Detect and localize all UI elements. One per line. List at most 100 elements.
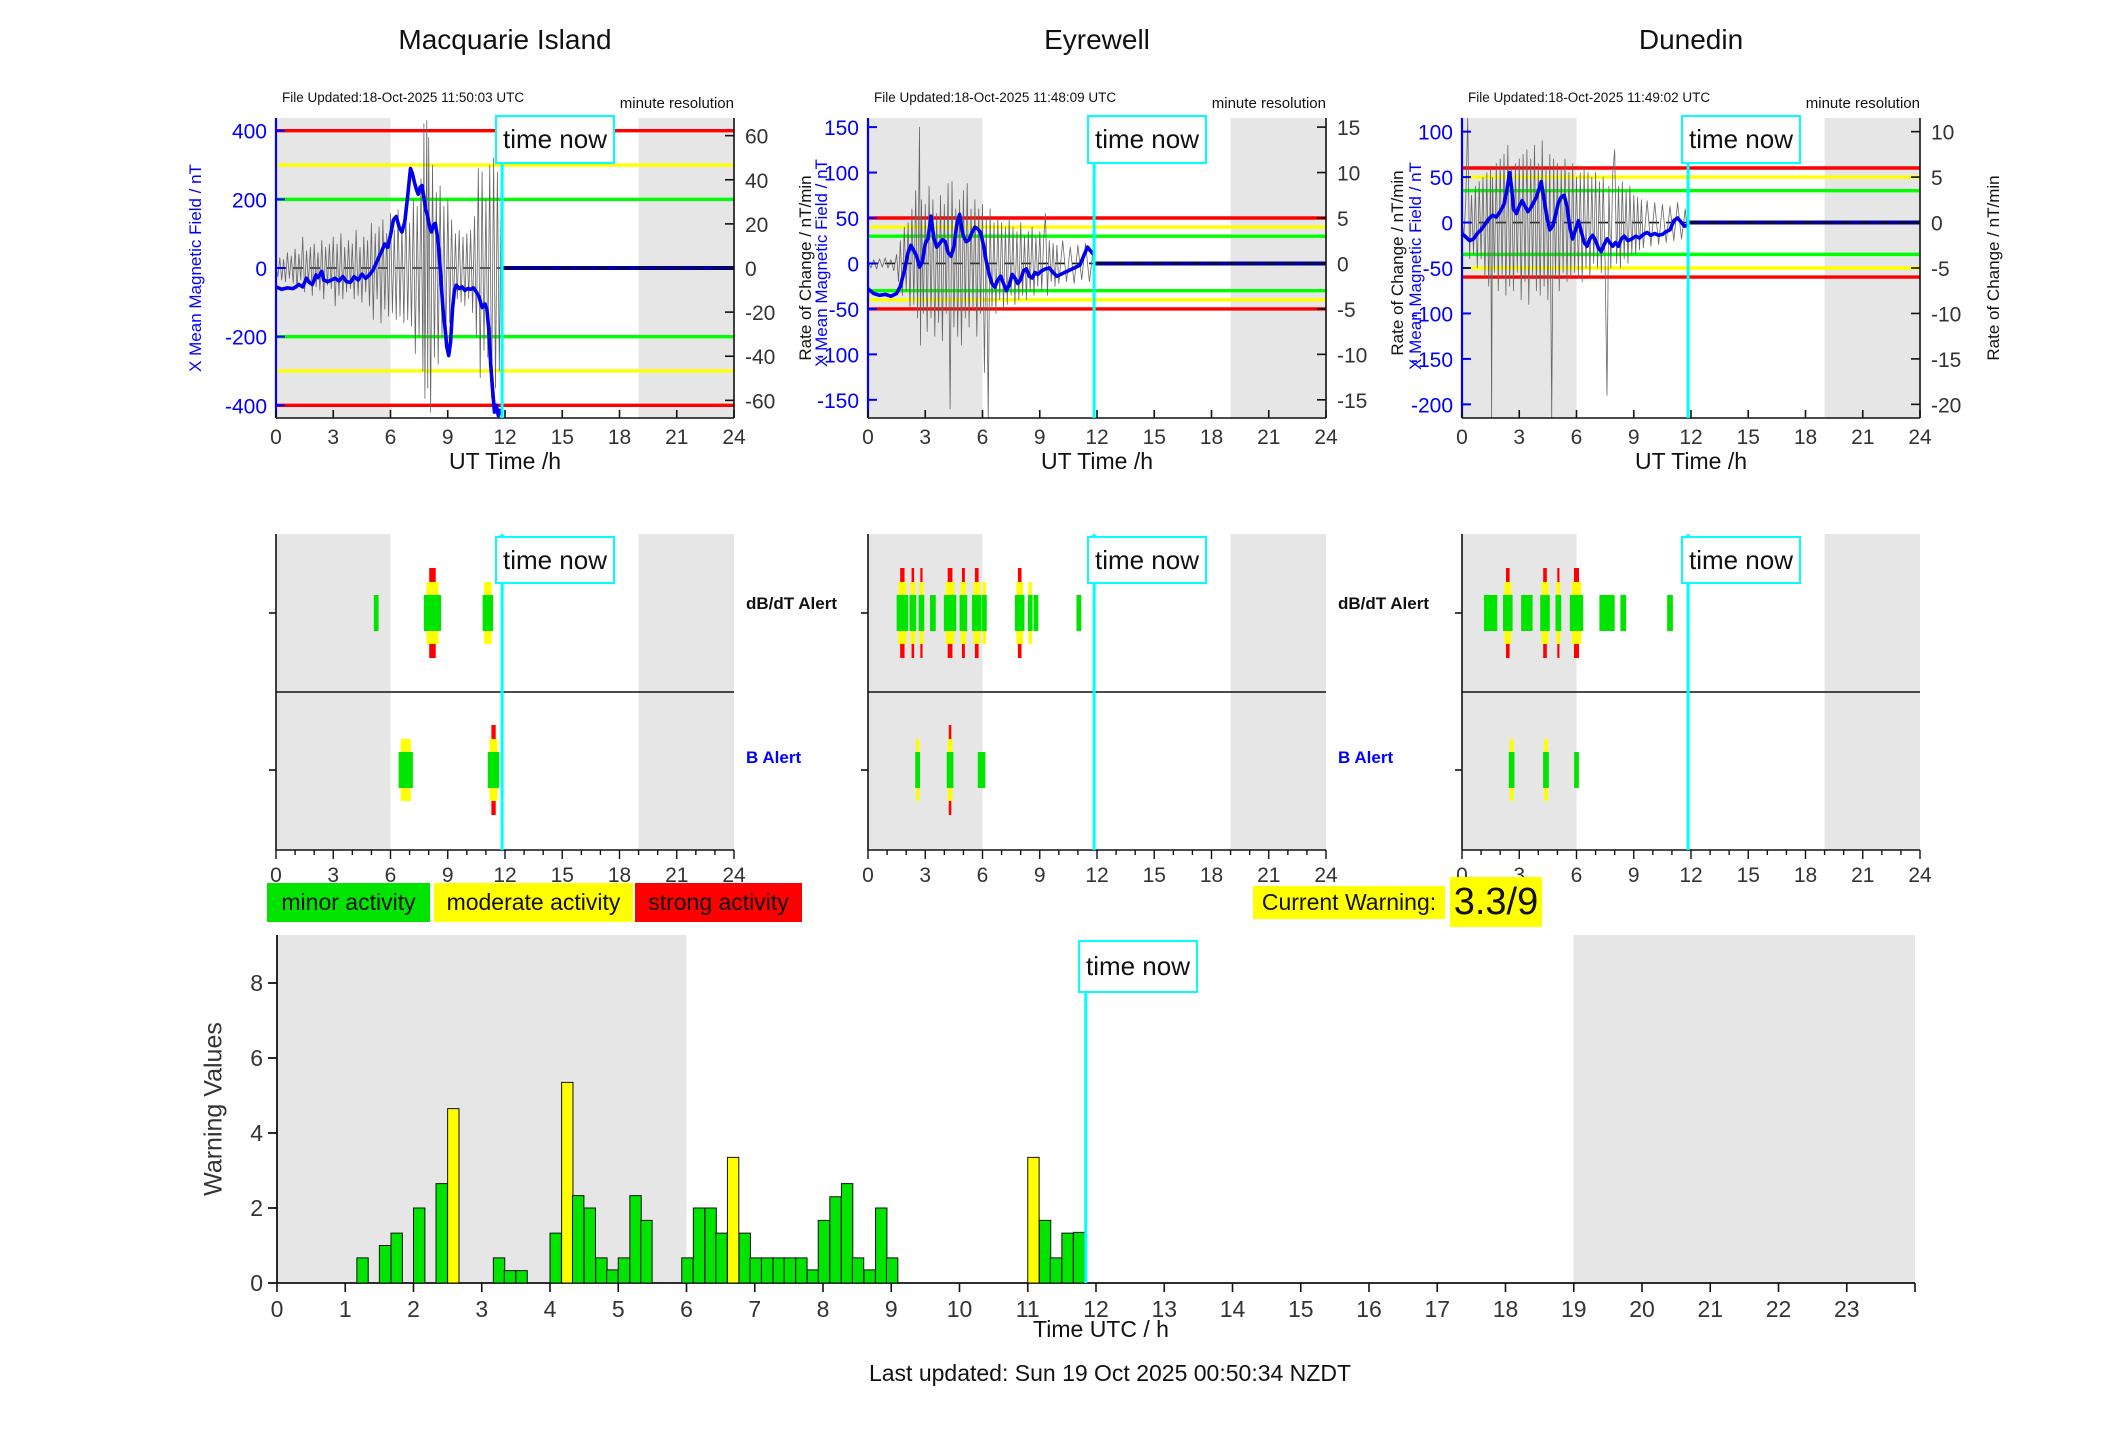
warning-bar <box>1027 1156 1040 1284</box>
alert-bar-green <box>959 595 968 631</box>
warning-bar <box>413 1207 426 1284</box>
right-tick-label: 40 <box>745 170 768 193</box>
xaxis-label-macquarie: UT Time /h <box>448 448 562 474</box>
alert-bar-green <box>1555 595 1562 631</box>
x-tick-label: 12 <box>1083 1296 1109 1322</box>
alert-bar-green <box>398 752 413 788</box>
night-shading <box>277 935 687 1283</box>
alert-bar-green <box>1503 595 1513 631</box>
left-tick-label: 150 <box>824 117 859 140</box>
x-tick-label: 24 <box>722 864 746 887</box>
x-tick-label: 7 <box>748 1296 761 1322</box>
right-tick-label: 5 <box>1931 167 1943 190</box>
x-tick-label: 21 <box>1257 864 1280 887</box>
x-tick-label: 3 <box>1513 426 1525 449</box>
x-tick-label: 12 <box>1679 864 1702 887</box>
time-now-box: time now <box>495 536 615 584</box>
right-tick-label: 10 <box>1337 163 1360 186</box>
rate-of-change-trace <box>1461 117 1688 419</box>
left-tick-label: -400 <box>225 395 267 418</box>
x-tick-label: 9 <box>1034 426 1046 449</box>
alert-bar-green <box>977 752 986 788</box>
legend-minor-activity: minor activity <box>267 883 430 922</box>
x-tick-label: 0 <box>271 1296 284 1322</box>
alert-bar-green <box>1540 595 1550 631</box>
bottom-xaxis-label: Time UTC / h <box>1033 1316 1169 1342</box>
right-tick-label: -5 <box>1337 299 1356 322</box>
x-tick-label: 19 <box>1561 1296 1587 1322</box>
x-tick-label: 15 <box>551 864 574 887</box>
x-tick-label: 11 <box>1016 1296 1040 1322</box>
alert-bar-green <box>1027 595 1033 631</box>
file-updated-macquarie: File Updated:18-Oct-2025 11:50:03 UTC <box>282 90 525 105</box>
x-tick-label: 3 <box>1513 864 1525 887</box>
warning-bar <box>640 1219 653 1284</box>
right-tick-label: -10 <box>1337 344 1367 367</box>
time-now-box: time now <box>1087 115 1207 164</box>
x-tick-label: 9 <box>442 864 454 887</box>
legend-moderate-activity: moderate activity <box>434 883 633 922</box>
warning-bar <box>583 1207 597 1284</box>
alert-bar-green <box>1620 595 1627 631</box>
x-tick-label: 6 <box>680 1296 693 1322</box>
x-tick-label: 9 <box>1628 426 1640 449</box>
right-tick-label: 20 <box>745 214 768 237</box>
x-tick-label: 0 <box>270 426 282 449</box>
station-title-eyrewell: Eyrewell <box>1044 24 1150 55</box>
left-tick-label: 100 <box>1418 122 1453 145</box>
right-tick-label: -60 <box>745 390 775 413</box>
alert-bar-green <box>1543 752 1549 788</box>
left-tick-label: -50 <box>1423 258 1453 281</box>
warning-bar <box>356 1257 369 1284</box>
b-alert-label-macquarie: B Alert <box>746 748 802 767</box>
y-tick-label: 2 <box>250 1195 263 1221</box>
warning-bar <box>390 1232 403 1284</box>
x-tick-label: 0 <box>862 426 874 449</box>
time-now-box: time now <box>1681 536 1801 584</box>
x-tick-label: 3 <box>327 864 339 887</box>
left-tick-label: -200 <box>1411 394 1453 417</box>
magnetic-field-trace <box>275 166 504 418</box>
alert-bar-green <box>1667 595 1673 631</box>
warning-bar <box>1038 1219 1052 1284</box>
x-tick-label: 3 <box>475 1296 488 1322</box>
alert-bar-green <box>909 595 917 631</box>
x-tick-label: 18 <box>1794 426 1817 449</box>
alert-bar-green <box>423 595 442 631</box>
x-tick-label: 2 <box>407 1296 420 1322</box>
xaxis-label-eyrewell: UT Time /h <box>1040 448 1154 474</box>
x-tick-label: 0 <box>270 864 282 887</box>
right-tick-label: 60 <box>745 126 768 149</box>
file-updated-eyrewell: File Updated:18-Oct-2025 11:48:09 UTC <box>874 90 1117 105</box>
warning-bar <box>817 1219 831 1284</box>
x-tick-label: 15 <box>551 426 574 449</box>
warning-bar <box>692 1207 706 1284</box>
time-now-box: time now <box>1078 940 1198 993</box>
alert-bar-green <box>918 595 925 631</box>
warning-bar <box>715 1232 728 1284</box>
time-now-box: time now <box>495 115 615 164</box>
night-shading <box>1230 118 1326 418</box>
alert-bar-green <box>1076 595 1082 631</box>
warning-bar <box>606 1269 619 1284</box>
left-tick-label: 50 <box>1430 167 1453 190</box>
x-tick-label: 18 <box>1200 864 1223 887</box>
alert-bar-green <box>1599 595 1615 631</box>
left-tick-label: -100 <box>1411 303 1453 326</box>
x-tick-label: 15 <box>1143 864 1166 887</box>
x-tick-label: 0 <box>862 864 874 887</box>
warning-bar <box>738 1232 751 1284</box>
alert-bar-green <box>487 752 500 788</box>
warning-bar <box>595 1257 608 1284</box>
warning-bar <box>503 1270 517 1284</box>
alert-bar-green <box>1569 595 1584 631</box>
left-tick-label: 400 <box>232 121 267 144</box>
x-tick-label: 9 <box>885 1296 898 1322</box>
left-tick-label: -50 <box>829 299 859 322</box>
left-tick-label: -200 <box>225 327 267 350</box>
magnetic-field-trace <box>866 212 1095 299</box>
right-tick-label: -20 <box>1931 394 1961 417</box>
x-tick-label: 22 <box>1766 1296 1792 1322</box>
x-tick-label: 12 <box>493 426 516 449</box>
